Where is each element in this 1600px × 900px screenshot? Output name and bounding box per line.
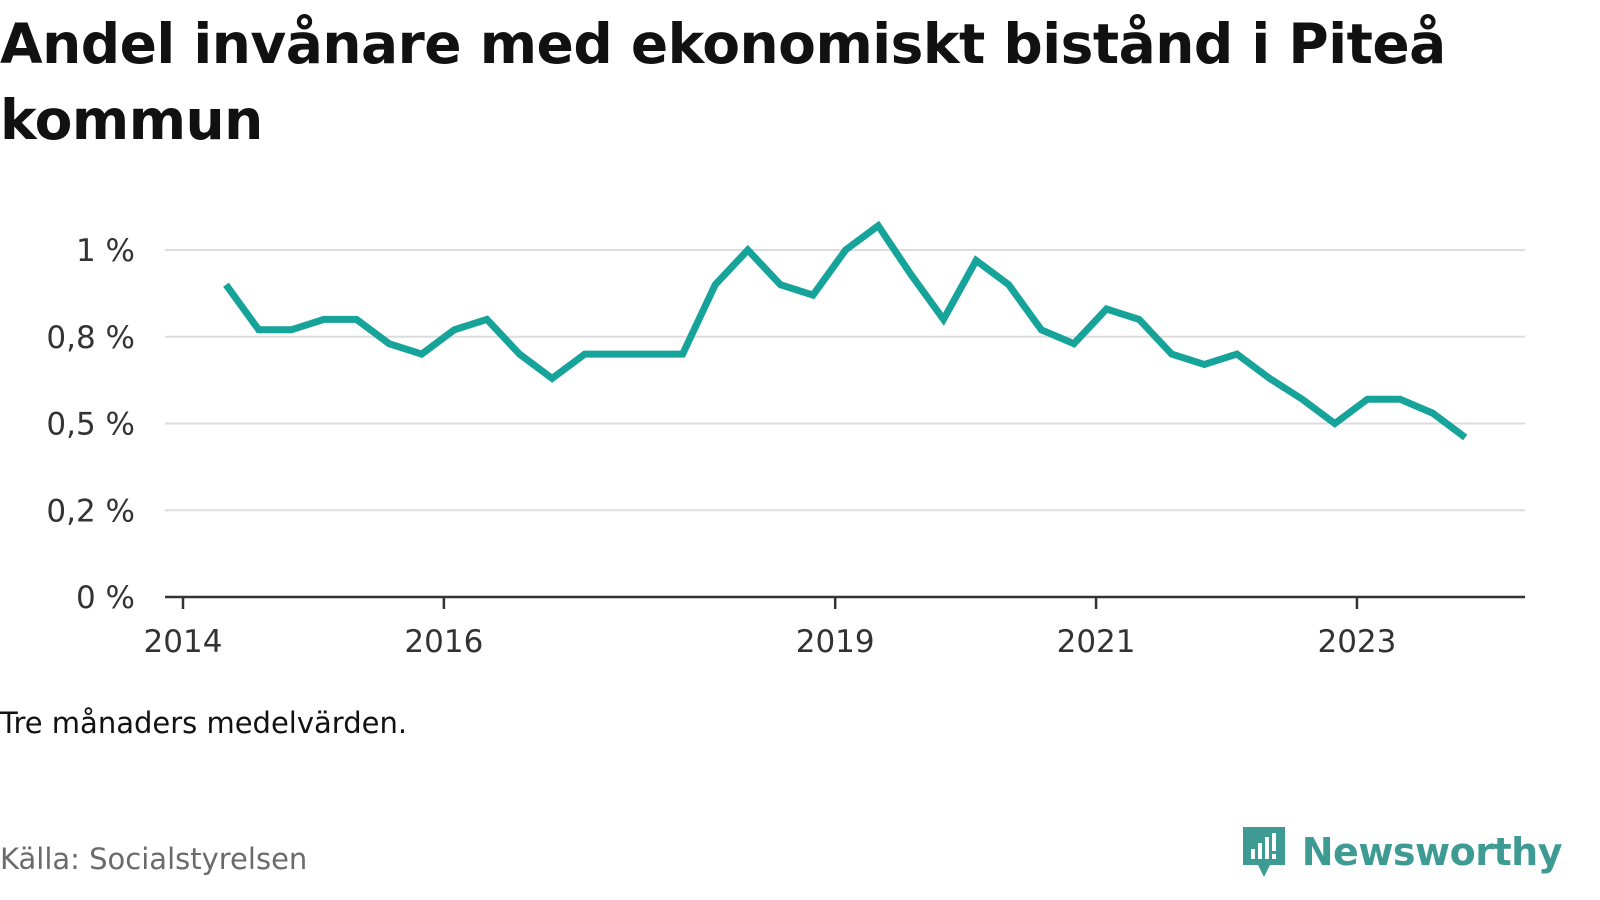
y-tick-label: 0 %: [76, 580, 135, 616]
grid-lines: [165, 249, 1525, 512]
newsworthy-logo-icon: [1242, 827, 1285, 877]
series-line: [223, 220, 1468, 441]
x-tick-label: 2023: [1317, 624, 1396, 660]
y-tick-label: 0,2 %: [46, 493, 135, 529]
y-tick-label: 0,5 %: [46, 407, 135, 443]
x-tick-label: 2021: [1057, 624, 1136, 660]
y-tick-label: 0,8 %: [46, 320, 135, 356]
y-tick-label: 1 %: [76, 233, 135, 269]
x-tick-label: 2019: [796, 624, 875, 660]
x-tick-label: 2016: [404, 624, 483, 660]
x-axis-ticks: 2014 2016 2019 2021 2023: [144, 597, 1396, 660]
source-credit: Källa: Socialstyrelsen: [0, 842, 308, 876]
x-tick-label: 2014: [144, 624, 223, 660]
chart-title: Andel invånare med ekonomiskt bistånd i …: [0, 12, 1446, 152]
newsworthy-logo[interactable]: Newsworthy: [1240, 823, 1563, 881]
chart-note: Tre månaders medelvärden.: [0, 706, 408, 740]
brand-name: Newsworthy: [1301, 830, 1563, 874]
y-axis-labels: 0 % 0,2 % 0,5 % 0,8 % 1 %: [46, 233, 135, 616]
line-chart: 0 %0,2 %0,5 %0,8 %1 % 2014 2016 2019 2021 20…: [46, 220, 1525, 660]
